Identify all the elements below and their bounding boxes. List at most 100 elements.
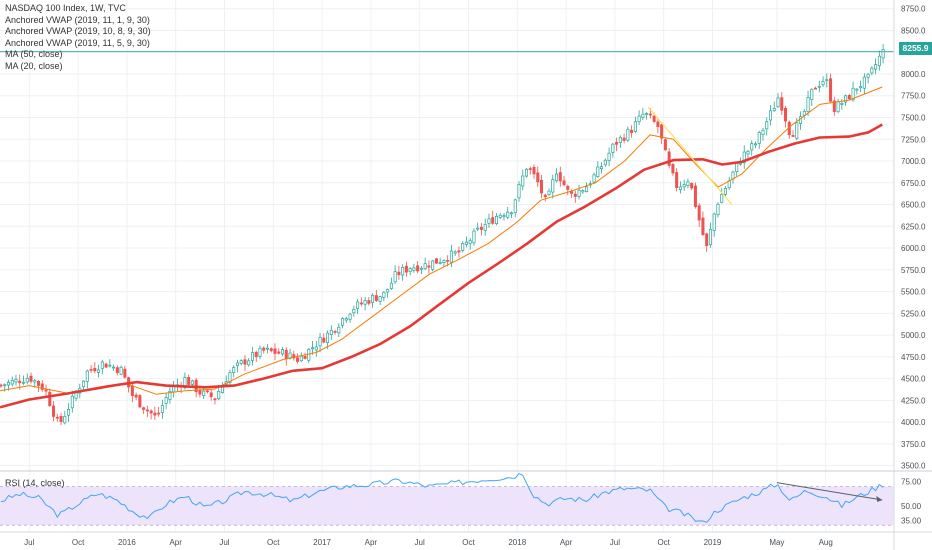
candle-body <box>183 377 187 389</box>
candle-body <box>697 205 701 221</box>
candle-body <box>239 360 243 364</box>
price-tick-label: 8000.0 <box>901 70 926 79</box>
candle-body <box>847 95 851 100</box>
price-tick-label: 8750.0 <box>901 5 926 14</box>
candle-body <box>40 383 44 390</box>
candle-body <box>761 129 765 135</box>
candle-body <box>37 380 41 386</box>
candle-body <box>412 267 416 271</box>
candle-body <box>821 81 825 85</box>
candle-body <box>382 291 386 298</box>
time-tick-label: Oct <box>657 538 670 547</box>
candle-body <box>859 86 863 89</box>
candle-body <box>21 381 26 384</box>
candle-body <box>637 115 641 123</box>
candle-body <box>457 250 461 253</box>
candle-body <box>836 101 840 113</box>
rsi-trend-line <box>776 482 883 501</box>
price-tick-label: 6250.0 <box>901 222 926 231</box>
candle-body <box>862 76 866 89</box>
candle-body <box>337 326 341 334</box>
candle-body <box>100 361 104 369</box>
candle-body <box>791 135 795 137</box>
legend-ma-50[interactable]: MA (50, close) <box>5 49 63 60</box>
candle-body <box>693 185 697 208</box>
candle-body <box>540 179 544 194</box>
candle-body <box>675 172 679 188</box>
candle-body <box>393 271 397 283</box>
candle-body <box>6 381 10 386</box>
candle-body <box>3 384 7 387</box>
candle-body <box>810 88 814 100</box>
candle-body <box>851 87 855 101</box>
candle-body <box>326 332 330 343</box>
candle-body <box>562 180 566 186</box>
price-tick-label: 7750.0 <box>901 92 926 101</box>
candle-body <box>611 143 615 153</box>
price-tick-label: 7250.0 <box>901 135 926 144</box>
candle-body <box>630 129 634 133</box>
candle-body <box>356 301 360 310</box>
candle-body <box>397 271 401 276</box>
candle-body <box>262 347 266 351</box>
candle-body <box>513 199 517 214</box>
candle-body <box>866 73 870 78</box>
candle-body <box>367 300 371 304</box>
candle-body <box>307 348 311 361</box>
candle-body <box>551 179 555 193</box>
candle-body <box>153 412 157 416</box>
candle-body <box>168 390 172 400</box>
candle-body <box>682 184 686 188</box>
last-price-tag: 8255.9 <box>899 42 932 55</box>
time-tick-label: Jul <box>24 538 34 547</box>
rsi-legend[interactable]: RSI (14, close) <box>5 478 65 488</box>
candle-body <box>870 67 874 74</box>
candle-body <box>453 251 457 254</box>
time-tick-label: 2018 <box>508 538 526 547</box>
candle-body <box>844 95 848 103</box>
candle-body <box>280 349 285 355</box>
candle-body <box>652 115 656 122</box>
candle-body <box>577 189 581 197</box>
candle-body <box>404 265 408 273</box>
candle-body <box>622 137 626 141</box>
rsi-line <box>0 473 884 523</box>
candle-body <box>277 351 281 354</box>
candle-body <box>269 348 273 352</box>
legend-vwap-1[interactable]: Anchored VWAP (2019, 11, 1, 9, 30) <box>5 14 150 25</box>
legend-title[interactable]: NASDAQ 100 Index, 1W, TVC <box>5 3 126 13</box>
candle-body <box>145 409 149 412</box>
candle-body <box>108 364 112 367</box>
candle-body <box>641 113 645 118</box>
candle-body <box>742 151 746 163</box>
candle-body <box>720 194 724 203</box>
candle-body <box>44 389 48 392</box>
candle-body <box>371 294 375 303</box>
candle-body <box>776 97 780 108</box>
candle-body <box>784 107 788 122</box>
legend-ma-20[interactable]: MA (20, close) <box>5 60 63 71</box>
candle-body <box>299 355 303 362</box>
candle-body <box>254 351 258 358</box>
candle-body <box>438 262 442 264</box>
candle-body <box>213 398 217 401</box>
price-tick-label: 6500.0 <box>901 201 926 210</box>
candle-body <box>449 250 453 263</box>
candle-body <box>314 346 318 351</box>
candle-body <box>85 370 89 382</box>
candle-body <box>149 410 153 414</box>
candle-body <box>491 217 495 224</box>
candle-body <box>750 143 754 151</box>
candle-body <box>772 108 776 112</box>
candle-body <box>532 166 536 175</box>
candle-body <box>558 172 562 182</box>
candle-body <box>134 394 138 398</box>
legend-vwap-3[interactable]: Anchored VWAP (2019, 11, 5, 9, 30) <box>5 37 150 48</box>
candle-body <box>296 357 300 362</box>
price-tick-label: 6750.0 <box>901 179 926 188</box>
candle-body <box>48 391 52 406</box>
candle-body <box>753 143 757 146</box>
legend-vwap-2[interactable]: Anchored VWAP (2019, 10, 8, 9, 30) <box>5 26 151 37</box>
candle-body <box>311 347 315 350</box>
